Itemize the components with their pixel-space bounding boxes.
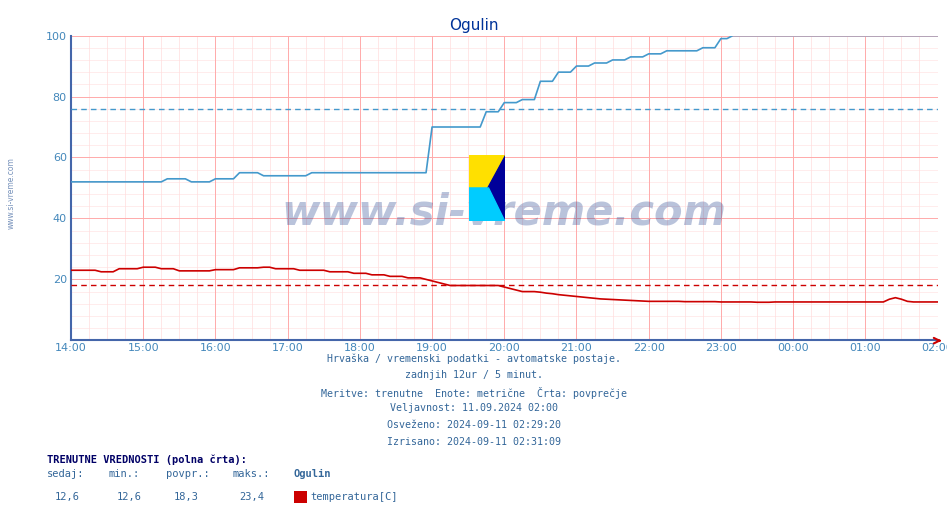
Text: Ogulin: Ogulin (294, 469, 331, 479)
Text: 12,6: 12,6 (116, 492, 141, 502)
Text: temperatura[C]: temperatura[C] (311, 492, 398, 502)
Text: 23,4: 23,4 (240, 492, 264, 502)
Text: zadnjih 12ur / 5 minut.: zadnjih 12ur / 5 minut. (404, 370, 543, 380)
Text: 18,3: 18,3 (173, 492, 198, 502)
Text: Ogulin: Ogulin (449, 18, 498, 33)
Polygon shape (469, 155, 505, 221)
Text: www.si-vreme.com: www.si-vreme.com (282, 192, 726, 233)
Text: Meritve: trenutne  Enote: metrične  Črta: povprečje: Meritve: trenutne Enote: metrične Črta: … (320, 387, 627, 399)
Text: www.si-vreme.com: www.si-vreme.com (7, 157, 16, 229)
Text: 12,6: 12,6 (55, 492, 80, 502)
Text: min.:: min.: (109, 469, 140, 479)
Text: sedaj:: sedaj: (47, 469, 85, 479)
Text: Izrisano: 2024-09-11 02:31:09: Izrisano: 2024-09-11 02:31:09 (386, 437, 561, 447)
Text: Osveženo: 2024-09-11 02:29:20: Osveženo: 2024-09-11 02:29:20 (386, 420, 561, 430)
Text: Hrvaška / vremenski podatki - avtomatske postaje.: Hrvaška / vremenski podatki - avtomatske… (327, 353, 620, 364)
Text: TRENUTNE VREDNOSTI (polna črta):: TRENUTNE VREDNOSTI (polna črta): (47, 454, 247, 465)
Polygon shape (469, 188, 505, 221)
Polygon shape (469, 155, 505, 221)
Text: povpr.:: povpr.: (166, 469, 209, 479)
Text: maks.:: maks.: (232, 469, 270, 479)
Polygon shape (469, 155, 505, 221)
Text: Veljavnost: 11.09.2024 02:00: Veljavnost: 11.09.2024 02:00 (389, 403, 558, 414)
